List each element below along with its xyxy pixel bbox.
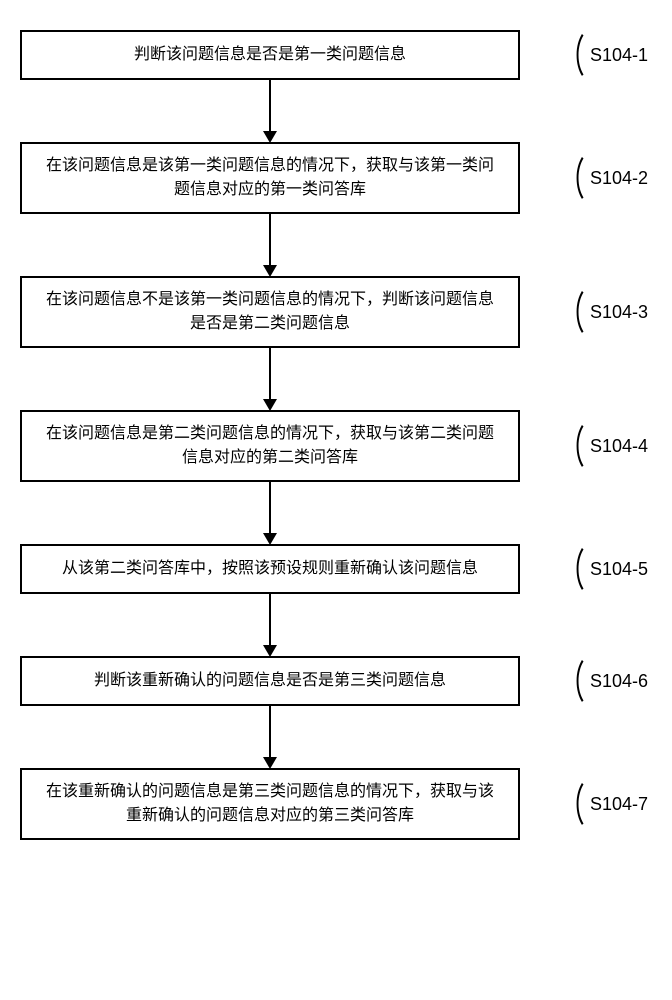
- flow-box: 在该问题信息是第二类问题信息的情况下，获取与该第二类问题信息对应的第二类问答库: [20, 410, 520, 482]
- flow-label: S104-4: [590, 436, 648, 457]
- flowchart-container: 判断该问题信息是否是第一类问题信息 ︶ S104-1 在该问题信息是该第一类问题…: [20, 30, 652, 840]
- flow-box: 判断该重新确认的问题信息是否是第三类问题信息: [20, 656, 520, 706]
- flow-label-wrap: ︶ S104-4: [548, 435, 648, 457]
- brace-icon: ︶: [563, 659, 576, 703]
- brace-icon: ︶: [563, 424, 576, 468]
- flow-label: S104-6: [590, 671, 648, 692]
- brace-icon: ︶: [563, 547, 576, 591]
- flow-box-text: 在该问题信息是第二类问题信息的情况下，获取与该第二类问题信息对应的第二类问答库: [40, 422, 500, 470]
- flow-arrow: [20, 214, 520, 276]
- flow-label: S104-7: [590, 794, 648, 815]
- flow-box-text: 从该第二类问答库中，按照该预设规则重新确认该问题信息: [62, 557, 478, 581]
- brace-icon: ︶: [563, 156, 576, 200]
- flow-label-wrap: ︶ S104-1: [548, 44, 648, 66]
- flow-label: S104-1: [590, 45, 648, 66]
- flow-step: 判断该重新确认的问题信息是否是第三类问题信息 ︶ S104-6: [20, 656, 652, 706]
- flow-box-text: 判断该重新确认的问题信息是否是第三类问题信息: [94, 669, 446, 693]
- flow-label-wrap: ︶ S104-3: [548, 301, 648, 323]
- flow-label-wrap: ︶ S104-7: [548, 793, 648, 815]
- flow-box: 在该问题信息不是该第一类问题信息的情况下，判断该问题信息是否是第二类问题信息: [20, 276, 520, 348]
- brace-icon: ︶: [563, 782, 576, 826]
- flow-box-text: 在该重新确认的问题信息是第三类问题信息的情况下，获取与该重新确认的问题信息对应的…: [40, 780, 500, 828]
- flow-label: S104-3: [590, 302, 648, 323]
- flow-label: S104-2: [590, 168, 648, 189]
- flow-box: 在该重新确认的问题信息是第三类问题信息的情况下，获取与该重新确认的问题信息对应的…: [20, 768, 520, 840]
- flow-step: 在该重新确认的问题信息是第三类问题信息的情况下，获取与该重新确认的问题信息对应的…: [20, 768, 652, 840]
- flow-box: 在该问题信息是该第一类问题信息的情况下，获取与该第一类问题信息对应的第一类问答库: [20, 142, 520, 214]
- flow-step: 在该问题信息是第二类问题信息的情况下，获取与该第二类问题信息对应的第二类问答库 …: [20, 410, 652, 482]
- flow-box-text: 在该问题信息不是该第一类问题信息的情况下，判断该问题信息是否是第二类问题信息: [40, 288, 500, 336]
- flow-label-wrap: ︶ S104-5: [548, 558, 648, 580]
- flow-arrow: [20, 594, 520, 656]
- flow-box-text: 在该问题信息是该第一类问题信息的情况下，获取与该第一类问题信息对应的第一类问答库: [40, 154, 500, 202]
- brace-icon: ︶: [563, 33, 576, 77]
- flow-step: 在该问题信息不是该第一类问题信息的情况下，判断该问题信息是否是第二类问题信息 ︶…: [20, 276, 652, 348]
- flow-box: 判断该问题信息是否是第一类问题信息: [20, 30, 520, 80]
- flow-step: 判断该问题信息是否是第一类问题信息 ︶ S104-1: [20, 30, 652, 80]
- flow-label-wrap: ︶ S104-6: [548, 670, 648, 692]
- flow-label-wrap: ︶ S104-2: [548, 167, 648, 189]
- flow-box-text: 判断该问题信息是否是第一类问题信息: [134, 43, 406, 67]
- brace-icon: ︶: [563, 290, 576, 334]
- flow-arrow: [20, 482, 520, 544]
- flow-step: 在该问题信息是该第一类问题信息的情况下，获取与该第一类问题信息对应的第一类问答库…: [20, 142, 652, 214]
- flow-arrow: [20, 80, 520, 142]
- flow-arrow: [20, 348, 520, 410]
- flow-step: 从该第二类问答库中，按照该预设规则重新确认该问题信息 ︶ S104-5: [20, 544, 652, 594]
- flow-arrow: [20, 706, 520, 768]
- flow-box: 从该第二类问答库中，按照该预设规则重新确认该问题信息: [20, 544, 520, 594]
- flow-label: S104-5: [590, 559, 648, 580]
